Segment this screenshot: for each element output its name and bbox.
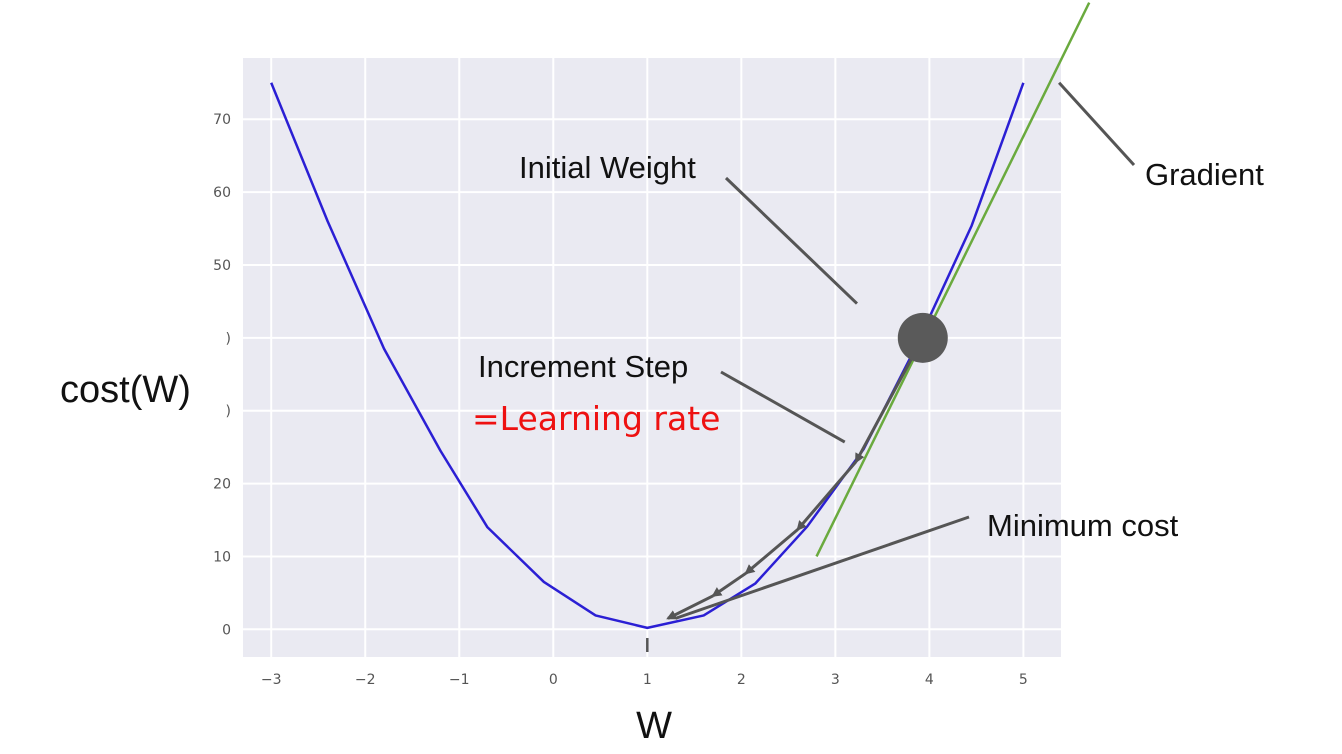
y-tick-label: 0 [222,622,231,638]
y-tick-label: 60 [213,185,231,201]
x-tick-label: 2 [737,672,746,688]
y-tick-label: ) [226,404,231,420]
x-tick-label: 1 [643,672,652,688]
annotation-increment-step: Increment Step [478,349,688,384]
initial-weight-ball [897,312,948,363]
y-tick-label: ) [226,331,231,347]
x-tick-label: −2 [355,672,376,688]
x-tick-label: 5 [1019,672,1028,688]
annotation-learning-rate: =Learning rate [472,399,720,438]
x-tick-label: 0 [549,672,558,688]
y-tick-label: 70 [213,112,231,128]
x-tick-label: 3 [831,672,840,688]
step-arrow [744,528,799,575]
annotation-minimum-cost: Minimum cost [987,508,1179,543]
ball-layer [897,312,948,363]
annotation-leaders [675,81,1136,620]
x-tick-label: −1 [449,672,470,688]
grid-lines [243,58,1061,657]
x-tick-label: 4 [925,672,934,688]
y-tick-label: 50 [213,258,231,274]
leader-line-grad [1058,81,1136,167]
annotation-gradient: Gradient [1145,157,1264,192]
leader-line-initial [724,176,859,305]
y-tick-label: 20 [213,477,231,493]
gradient-line-layer [815,2,1091,557]
y-axis-title: cost(W) [60,369,191,411]
step-arrow [666,594,714,620]
x-tick-label: −3 [261,672,282,688]
leader-line-min [675,515,970,620]
leader-line-step [720,370,846,444]
step-arrow [711,571,747,598]
annotation-initial-weight: Initial Weight [519,150,696,185]
gradient-line [815,2,1091,557]
y-tick-labels: 0 10 20)) 50 60 70 [213,112,231,638]
x-tick-labels: −3 −2 −1 0 1 2 3 4 5 [261,672,1028,688]
step-arrow [796,460,858,531]
x-axis-title: W [636,705,672,747]
y-tick-label: 10 [213,549,231,565]
